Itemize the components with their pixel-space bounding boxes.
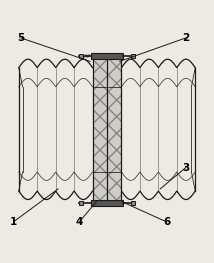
Bar [79,54,83,58]
Text: 3: 3 [182,163,189,173]
Bar [131,201,135,205]
Bar [92,59,122,200]
Text: 4: 4 [76,217,83,227]
Bar [92,59,122,200]
Text: 6: 6 [163,217,170,227]
Text: 2: 2 [182,33,189,43]
Text: 1: 1 [10,217,17,227]
Bar [79,201,83,205]
Text: 5: 5 [17,33,25,43]
Bar [91,53,123,59]
Bar [131,54,135,58]
Bar [91,200,123,206]
